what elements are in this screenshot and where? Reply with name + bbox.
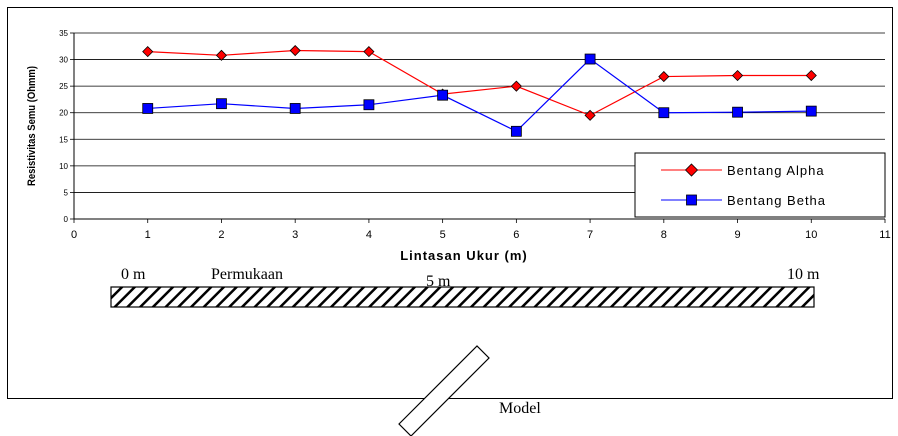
label-model: Model <box>499 400 541 417</box>
x-tick-label: 6 <box>513 229 519 241</box>
data-point-alpha <box>584 109 596 121</box>
data-point-alpha <box>215 49 228 61</box>
label-surface: Permukaan <box>211 266 283 283</box>
y-tick-label: 10 <box>59 162 68 171</box>
series-line-betha <box>147 58 812 133</box>
data-point-betha <box>437 89 449 101</box>
axes: 0 5 10 15 20 25 30 35 0 1 2 3 4 5 6 7 8 9 10 11 <box>59 29 891 241</box>
y-axis-title: Resistivitas Semu (Ohmm) <box>26 66 38 186</box>
y-tick-label: 0 <box>64 215 69 224</box>
series-line-alpha <box>147 49 812 117</box>
data-point-betha <box>142 103 154 114</box>
x-tick-label: 8 <box>661 229 667 241</box>
legend-box <box>634 152 886 218</box>
model-block <box>398 345 490 436</box>
label-end: 10 m <box>787 266 820 283</box>
x-tick-label: 2 <box>218 229 224 241</box>
data-point-betha <box>289 103 301 114</box>
y-tick-label: 15 <box>59 135 68 144</box>
data-point-alpha <box>142 46 154 58</box>
x-tick-label: 9 <box>734 229 740 241</box>
data-point-betha <box>658 107 670 119</box>
survey-diagram: 0 m Permukaan 5 m 10 m Model <box>110 266 820 436</box>
y-tick-label: 25 <box>59 82 68 91</box>
x-tick-label: 0 <box>71 229 77 241</box>
figure-frame <box>7 7 893 399</box>
x-tick-label: 11 <box>879 229 890 241</box>
x-tick-label: 4 <box>366 229 372 241</box>
x-tick-label: 1 <box>145 229 151 241</box>
y-tick-label: 35 <box>59 29 68 38</box>
x-tick-label: 10 <box>805 229 817 241</box>
data-point-alpha <box>510 80 522 92</box>
data-point-alpha <box>363 46 375 58</box>
y-tick-label: 5 <box>64 188 69 197</box>
data-point-alpha <box>731 69 744 82</box>
legend-label-alpha: Bentang Alpha <box>727 163 825 178</box>
x-axis-title: Lintasan Ukur (m) <box>400 248 528 263</box>
legend-marker-alpha <box>684 163 699 177</box>
data-point-betha <box>510 125 522 137</box>
data-point-alpha <box>289 44 301 57</box>
legend-marker-betha <box>686 194 697 206</box>
y-tick-label: 20 <box>59 109 68 118</box>
data-point-alpha <box>805 69 817 82</box>
legend-label-betha: Bentang Betha <box>727 193 826 208</box>
ground-surface-bar <box>110 286 815 308</box>
legend: Bentang Alpha Bentang Betha <box>634 152 886 218</box>
label-middle: 5 m <box>426 273 451 290</box>
x-tick-label: 7 <box>587 229 593 241</box>
data-point-betha <box>216 98 227 110</box>
data-point-betha <box>732 106 743 118</box>
data-point-betha <box>584 53 596 65</box>
series-layer <box>142 44 817 137</box>
data-point-alpha <box>658 71 670 83</box>
y-tick-label: 30 <box>59 56 68 65</box>
data-point-betha <box>363 99 375 111</box>
x-tick-label: 5 <box>440 229 446 241</box>
label-start: 0 m <box>121 266 146 283</box>
x-tick-label: 3 <box>292 229 298 241</box>
data-point-betha <box>805 105 817 117</box>
